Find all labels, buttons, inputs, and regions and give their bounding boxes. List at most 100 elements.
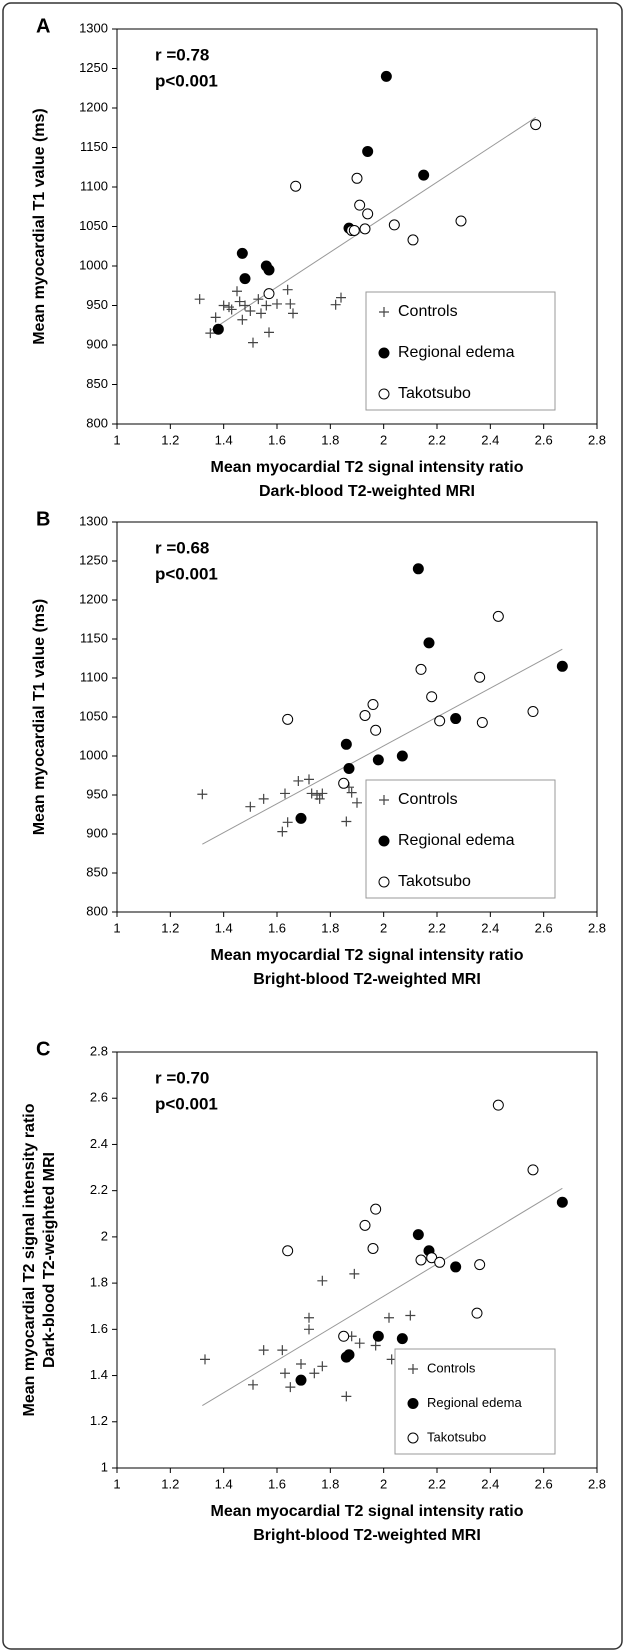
x-tick-label: 1 xyxy=(113,1476,120,1491)
filled-marker xyxy=(423,637,435,649)
open-marker xyxy=(434,715,446,727)
annotation: r =0.70 xyxy=(155,1068,209,1087)
plus-marker xyxy=(272,298,282,309)
open-marker xyxy=(338,777,350,789)
x-tick-label: 1.4 xyxy=(215,1476,233,1491)
y-tick-label: 1.6 xyxy=(90,1321,108,1336)
open-marker xyxy=(367,1242,379,1254)
open-marker xyxy=(282,713,294,725)
x-tick-label: 2 xyxy=(380,1476,387,1491)
x-tick-label: 1.6 xyxy=(268,920,286,935)
filled-marker xyxy=(295,812,307,824)
legend-label: Regional edema xyxy=(398,832,515,849)
plus-marker xyxy=(194,294,205,305)
open-marker xyxy=(474,671,486,683)
filled-marker xyxy=(378,835,390,847)
plus-marker xyxy=(346,787,357,798)
plus-marker xyxy=(261,300,272,311)
filled-marker xyxy=(556,1196,568,1208)
x-tick-label: 1.8 xyxy=(321,920,339,935)
open-marker xyxy=(415,1254,427,1266)
trend-line xyxy=(202,1187,563,1407)
y-tick-label: 1000 xyxy=(79,257,108,272)
x-tick-label: 2 xyxy=(380,920,387,935)
x-tick-label: 1.8 xyxy=(321,1476,339,1491)
open-marker xyxy=(530,119,542,131)
filled-marker xyxy=(407,1398,419,1409)
x-axis-label: Mean myocardial T2 signal intensity rati… xyxy=(211,459,524,476)
filled-marker xyxy=(343,1349,355,1361)
open-marker xyxy=(354,199,366,211)
plus-marker xyxy=(314,793,325,804)
open-marker xyxy=(370,1203,382,1215)
legend-label: Takotsubo xyxy=(398,385,471,402)
annotation: p<0.001 xyxy=(155,564,218,583)
y-tick-label: 2.2 xyxy=(90,1182,108,1197)
y-tick-label: 1150 xyxy=(80,139,108,154)
plus-marker xyxy=(349,1268,360,1279)
y-tick-label: 1050 xyxy=(79,218,108,233)
open-marker xyxy=(455,215,467,227)
open-marker xyxy=(359,223,371,235)
filled-marker xyxy=(239,273,251,285)
open-marker xyxy=(527,706,539,718)
plus-marker xyxy=(282,817,293,828)
annotation: p<0.001 xyxy=(155,1094,218,1113)
x-tick-label: 2.2 xyxy=(428,1476,446,1491)
plus-marker xyxy=(232,286,242,297)
plus-marker xyxy=(258,793,269,804)
filled-marker xyxy=(450,1261,462,1273)
filled-marker xyxy=(556,660,568,672)
plus-marker xyxy=(245,306,256,317)
plus-marker xyxy=(341,1391,352,1402)
plus-marker xyxy=(317,1361,328,1372)
plus-marker xyxy=(296,1359,306,1369)
plus-marker xyxy=(224,302,234,313)
panel-label: A xyxy=(36,15,50,37)
open-marker xyxy=(378,388,390,400)
x-tick-label: 2.4 xyxy=(481,1476,499,1491)
plus-marker xyxy=(384,1312,394,1323)
plus-marker xyxy=(379,307,389,317)
filled-marker xyxy=(362,145,374,157)
open-marker xyxy=(426,691,438,703)
x-axis-label: Mean myocardial T2 signal intensity rati… xyxy=(211,1503,524,1520)
plus-marker xyxy=(277,826,288,837)
open-marker xyxy=(378,876,390,888)
plus-marker xyxy=(304,1324,314,1335)
legend-label: Regional edema xyxy=(427,1395,522,1410)
y-tick-label: 900 xyxy=(86,336,108,351)
plus-marker xyxy=(293,775,304,786)
legend-box xyxy=(365,291,556,411)
filled-marker xyxy=(236,247,248,259)
y-tick-label: 2 xyxy=(101,1228,108,1243)
legend-box xyxy=(394,1348,556,1455)
y-tick-label: 850 xyxy=(86,864,108,879)
plus-marker xyxy=(304,774,314,785)
y-tick-label: 1100 xyxy=(80,178,108,193)
plus-marker xyxy=(258,1345,269,1356)
open-marker xyxy=(492,1099,504,1111)
open-marker xyxy=(338,1330,350,1342)
plus-marker xyxy=(253,294,264,305)
plus-marker xyxy=(341,816,352,827)
x-tick-label: 2.6 xyxy=(535,1476,553,1491)
plus-marker xyxy=(210,312,221,323)
plus-marker xyxy=(285,1382,296,1393)
filled-marker xyxy=(412,563,424,575)
plus-marker xyxy=(234,296,245,307)
plus-marker xyxy=(317,1275,328,1286)
open-marker xyxy=(434,1256,446,1268)
x-tick-label: 2.2 xyxy=(428,920,446,935)
plus-marker xyxy=(354,1338,365,1349)
x-axis-label: Bright-blood T2-weighted MRI xyxy=(253,971,481,988)
y-tick-label: 2.8 xyxy=(90,1043,108,1058)
x-tick-label: 1 xyxy=(113,920,120,935)
annotation: r =0.68 xyxy=(155,538,209,557)
plus-marker xyxy=(200,1354,210,1365)
legend-label: Takotsubo xyxy=(398,873,471,890)
plus-marker xyxy=(226,304,237,315)
y-axis-label: Mean myocardial T1 value (ms) xyxy=(31,108,48,345)
x-tick-label: 1.2 xyxy=(161,432,179,447)
